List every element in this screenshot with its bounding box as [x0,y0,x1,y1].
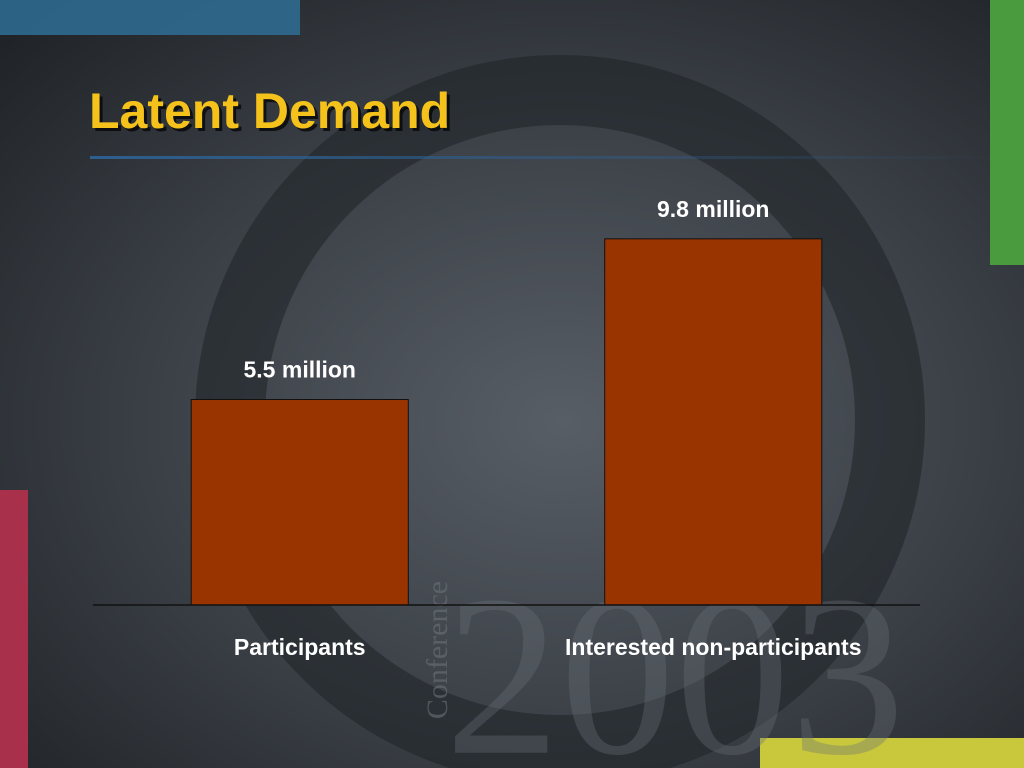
value-label: 5.5 million [244,357,356,383]
title-underline [90,156,1000,159]
x-tick-label: Interested non-participants [565,634,861,660]
bar [190,399,409,606]
decor-strip-blue [0,0,300,35]
plot: Participants 5.5 million Interested non-pa… [93,196,920,660]
value-label: 9.8 million [657,196,769,222]
bar [604,238,823,606]
decor-strip-yellow [760,738,1024,768]
x-tick-label: Participants [234,634,366,660]
decor-strip-green [990,0,1024,265]
chart-title: Latent Demand [89,83,450,139]
decor-strip-red [0,490,28,768]
chart-title-shadow: Latent Demand [92,86,453,142]
watermark-word: Conference [421,581,454,719]
